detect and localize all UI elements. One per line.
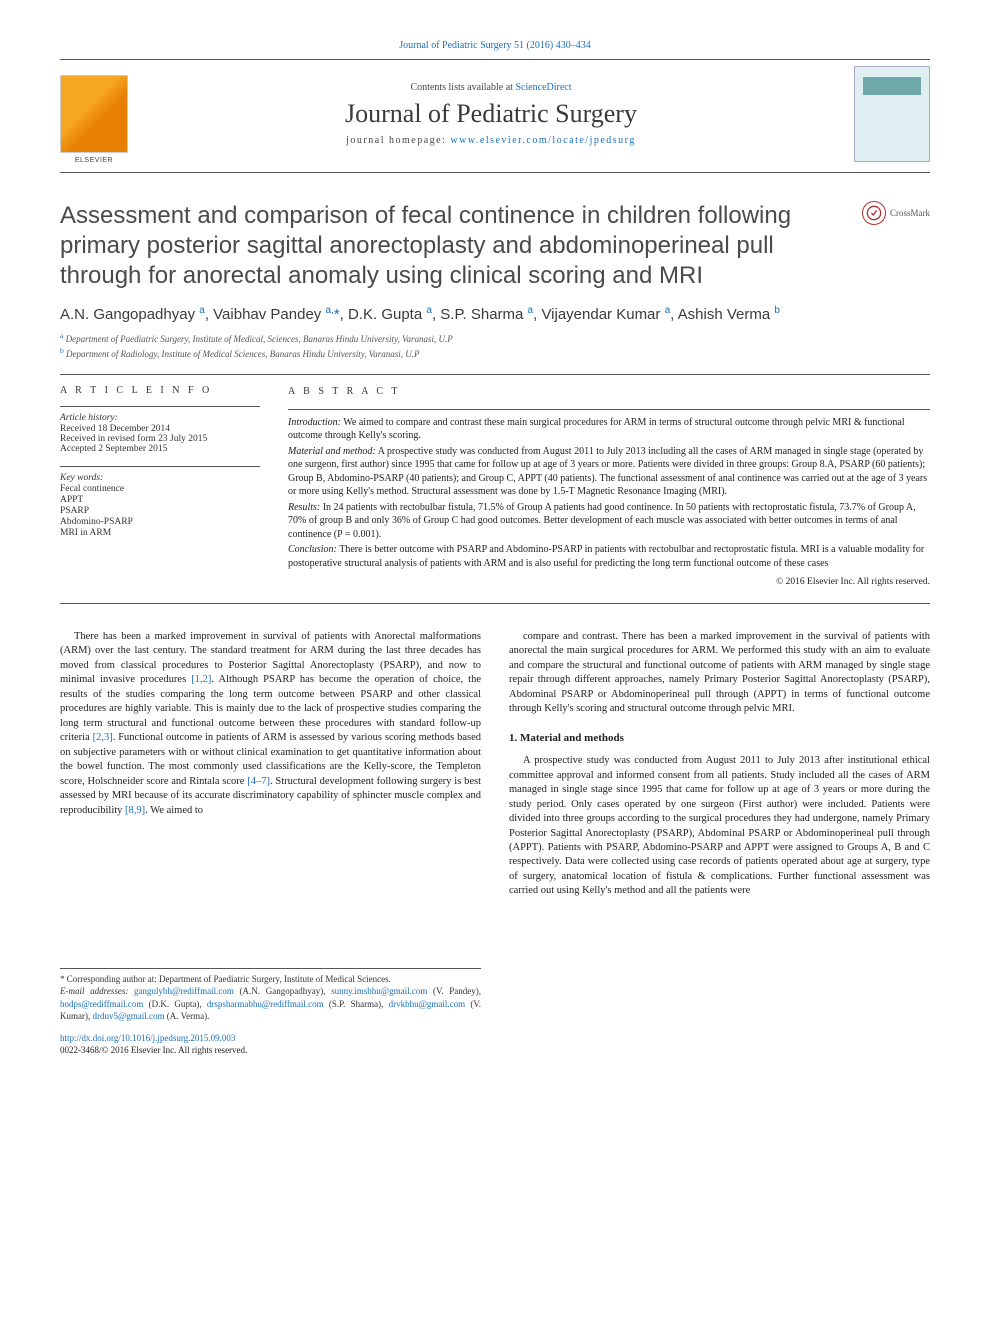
- abstract-results: Results: In 24 patients with rectobulbar…: [288, 501, 930, 542]
- doi-block: http://dx.doi.org/10.1016/j.jpedsurg.201…: [60, 1032, 481, 1057]
- crossmark-label: CrossMark: [890, 208, 930, 218]
- keywords-label: Key words:: [60, 473, 260, 483]
- emails-label: E-mail addresses:: [60, 986, 128, 996]
- keyword: Fecal continence: [60, 484, 260, 494]
- article-info-heading: A R T I C L E I N F O: [60, 385, 260, 396]
- body-paragraph: compare and contrast. There has been a m…: [509, 630, 930, 717]
- email-author: (A.N. Gangopadhyay),: [234, 986, 326, 996]
- body-paragraph: There has been a marked improvement in s…: [60, 630, 481, 818]
- keyword: PSARP: [60, 506, 260, 516]
- elsevier-logo: [60, 75, 128, 153]
- crossmark-icon: [862, 201, 886, 225]
- header-citation-link[interactable]: Journal of Pediatric Surgery 51 (2016) 4…: [399, 40, 590, 51]
- keyword: APPT: [60, 495, 260, 505]
- email-link[interactable]: gangulybh@rediffmail.com: [134, 986, 234, 996]
- keyword: Abdomino-PSARP: [60, 517, 260, 527]
- rule-bottom: [60, 172, 930, 173]
- affiliation-b: b Department of Radiology, Institute of …: [60, 346, 930, 361]
- article-info: A R T I C L E I N F O Article history: R…: [60, 385, 260, 589]
- corresponding-author: * Corresponding author at: Department of…: [60, 973, 481, 985]
- abstract-heading: A B S T R A C T: [288, 385, 930, 399]
- article-title: Assessment and comparison of fecal conti…: [60, 201, 852, 291]
- article-history: Article history: Received 18 December 20…: [60, 413, 260, 454]
- issn-copyright: 0022-3468/© 2016 Elsevier Inc. All right…: [60, 1045, 247, 1055]
- keyword: MRI in ARM: [60, 528, 260, 538]
- journal-homepage: journal homepage: www.elsevier.com/locat…: [128, 135, 854, 146]
- contents-available: Contents lists available at ScienceDirec…: [128, 82, 854, 93]
- revised-date: Received in revised form 23 July 2015: [60, 434, 260, 444]
- abstract-copyright: © 2016 Elsevier Inc. All rights reserved…: [288, 576, 930, 589]
- abstract: A B S T R A C T Introduction: We aimed t…: [288, 385, 930, 589]
- email-link[interactable]: drvkbhu@gmail.com: [389, 999, 466, 1009]
- abstract-methods: Material and method: A prospective study…: [288, 445, 930, 499]
- body-paragraph: A prospective study was conducted from A…: [509, 754, 930, 899]
- doi-link[interactable]: http://dx.doi.org/10.1016/j.jpedsurg.201…: [60, 1033, 235, 1043]
- history-label: Article history:: [60, 413, 260, 423]
- email-link[interactable]: drspsharmabhu@rediffmail.com: [207, 999, 324, 1009]
- authors: A.N. Gangopadhyay a, Vaibhav Pandey a,*,…: [60, 305, 930, 323]
- email-addresses: E-mail addresses: gangulybh@rediffmail.c…: [60, 985, 481, 1021]
- rule-top: [60, 59, 930, 60]
- homepage-prefix: journal homepage:: [346, 135, 450, 146]
- contents-prefix: Contents lists available at: [410, 82, 515, 93]
- affiliation-a: a Department of Paediatric Surgery, Inst…: [60, 331, 930, 346]
- abstract-conclusion: Conclusion: There is better outcome with…: [288, 543, 930, 570]
- affiliations: a Department of Paediatric Surgery, Inst…: [60, 331, 930, 360]
- crossmark-badge[interactable]: CrossMark: [862, 201, 930, 225]
- email-author: (S.P. Sharma),: [324, 999, 389, 1009]
- footnotes: * Corresponding author at: Department of…: [60, 968, 481, 1022]
- email-author: (V. Pandey),: [427, 986, 481, 996]
- journal-cover-thumb: [854, 66, 930, 162]
- email-link[interactable]: hodps@rediffmail.com: [60, 999, 143, 1009]
- sciencedirect-link[interactable]: ScienceDirect: [515, 82, 571, 93]
- homepage-link[interactable]: www.elsevier.com/locate/jpedsurg: [450, 135, 635, 146]
- journal-title: Journal of Pediatric Surgery: [128, 99, 854, 129]
- email-link[interactable]: drdnv5@gmail.com: [93, 1011, 165, 1021]
- email-author: (D.K. Gupta),: [143, 999, 201, 1009]
- section-heading: 1. Material and methods: [509, 731, 930, 746]
- body-text: There has been a marked improvement in s…: [60, 630, 930, 1057]
- email-link[interactable]: sunny.imsbhu@gmail.com: [331, 986, 427, 996]
- body-column-left: There has been a marked improvement in s…: [60, 630, 481, 1057]
- journal-header: Contents lists available at ScienceDirec…: [60, 66, 930, 162]
- header-citation: Journal of Pediatric Surgery 51 (2016) 4…: [60, 40, 930, 51]
- body-column-right: compare and contrast. There has been a m…: [509, 630, 930, 1057]
- header-center: Contents lists available at ScienceDirec…: [128, 82, 854, 146]
- accepted-date: Accepted 2 September 2015: [60, 444, 260, 454]
- received-date: Received 18 December 2014: [60, 424, 260, 434]
- keywords-list: Fecal continence APPT PSARP Abdomino-PSA…: [60, 484, 260, 538]
- abstract-introduction: Introduction: We aimed to compare and co…: [288, 416, 930, 443]
- email-author: (A. Verma).: [165, 1011, 210, 1021]
